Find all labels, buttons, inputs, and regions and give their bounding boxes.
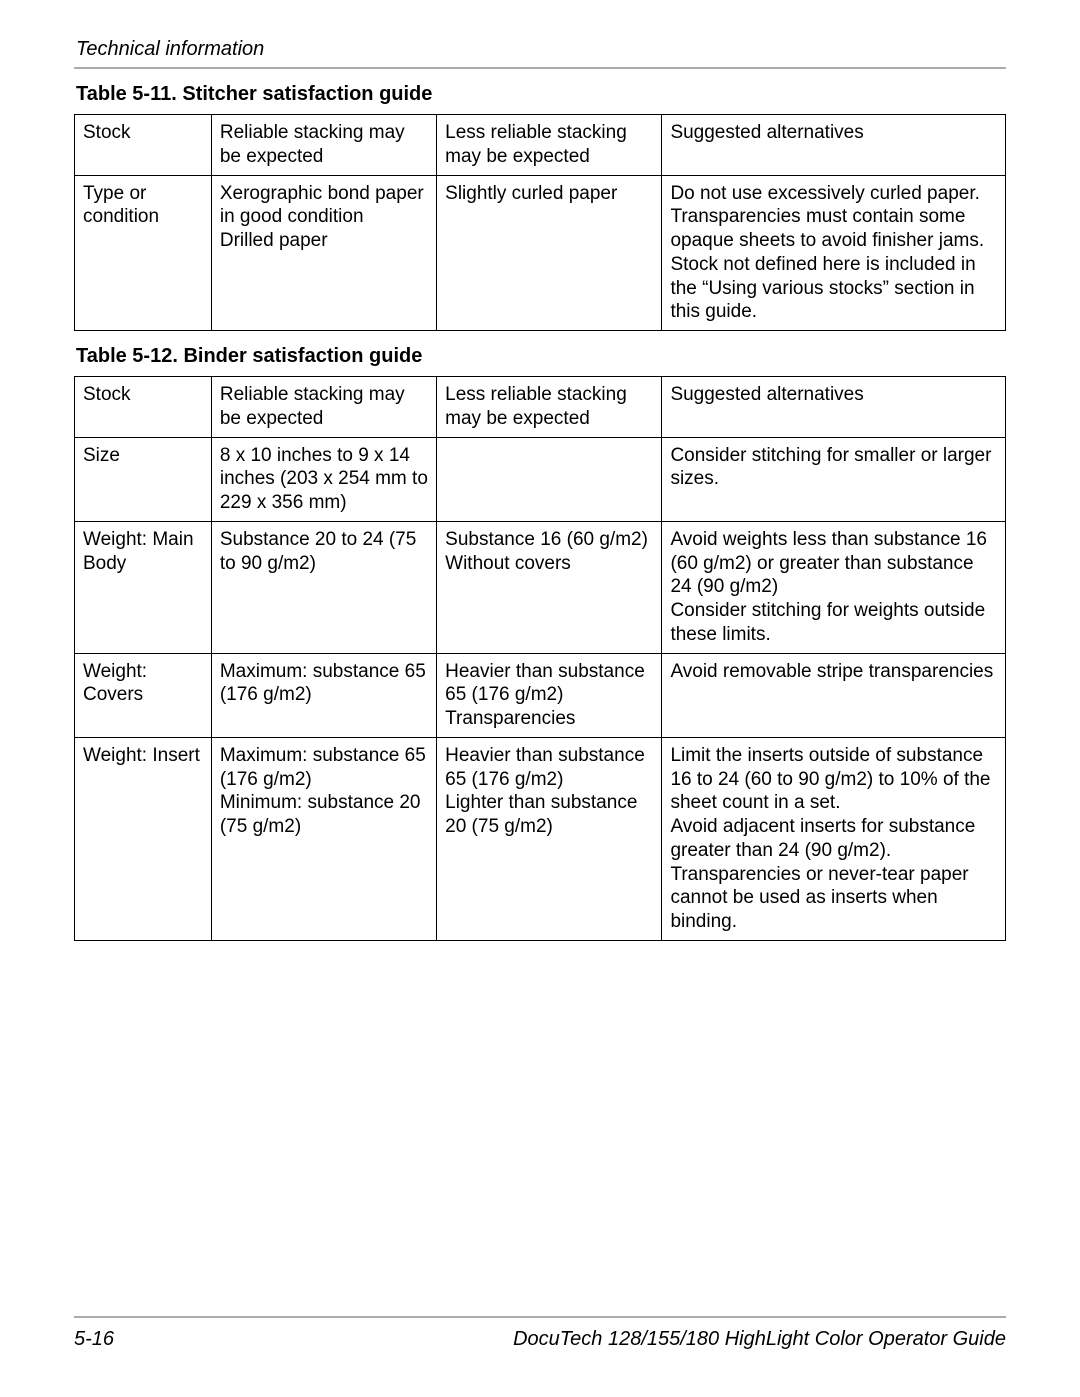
table-cell: 8 x 10 inches to 9 x 14 inches (203 x 25…: [211, 437, 436, 521]
table-cell: Heavier than substance 65 (176 g/m2)Tran…: [437, 653, 662, 737]
table-row: Size 8 x 10 inches to 9 x 14 inches (203…: [75, 437, 1006, 521]
table-cell: Weight: Insert: [75, 737, 212, 940]
table-2: Stock Reliable stacking may be expected …: [74, 376, 1006, 941]
table-cell: Maximum: substance 65 (176 g/m2): [211, 653, 436, 737]
table-header-cell: Less reliable stacking may be expected: [437, 377, 662, 438]
table-row: Type or condition Xerographic bond paper…: [75, 175, 1006, 331]
table-header-cell: Suggested alternatives: [662, 115, 1006, 176]
table-row: Stock Reliable stacking may be expected …: [75, 115, 1006, 176]
table-row: Weight: Covers Maximum: substance 65 (17…: [75, 653, 1006, 737]
table-cell: Do not use excessively curled paper.Tran…: [662, 175, 1006, 331]
table-1-title: Table 5-11. Stitcher satisfaction guide: [76, 83, 1006, 106]
section-title: Technical information: [76, 38, 1006, 61]
table-row: Stock Reliable stacking may be expected …: [75, 377, 1006, 438]
page-footer: 5-16 DocuTech 128/155/180 HighLight Colo…: [74, 1316, 1006, 1351]
table-header-cell: Reliable stacking may be expected: [211, 377, 436, 438]
page: Technical information Table 5-11. Stitch…: [0, 0, 1080, 1397]
header-divider: [74, 67, 1006, 69]
table-cell: Type or condition: [75, 175, 212, 331]
table-row: Weight: Insert Maximum: substance 65 (17…: [75, 737, 1006, 940]
table-1: Stock Reliable stacking may be expected …: [74, 114, 1006, 331]
table-cell: Heavier than substance 65 (176 g/m2)Ligh…: [437, 737, 662, 940]
table-cell: Substance 16 (60 g/m2)Without covers: [437, 521, 662, 653]
table-cell: Limit the inserts outside of substance 1…: [662, 737, 1006, 940]
footer-divider: [74, 1316, 1006, 1318]
table-cell: Weight: Main Body: [75, 521, 212, 653]
table-cell: Size: [75, 437, 212, 521]
table-cell: Consider stitching for smaller or larger…: [662, 437, 1006, 521]
table-cell: Avoid removable stripe transparencies: [662, 653, 1006, 737]
table-row: Weight: Main Body Substance 20 to 24 (75…: [75, 521, 1006, 653]
table-cell: Substance 20 to 24 (75 to 90 g/m2): [211, 521, 436, 653]
table-header-cell: Reliable stacking may be expected: [211, 115, 436, 176]
table-header-cell: Suggested alternatives: [662, 377, 1006, 438]
document-title: DocuTech 128/155/180 HighLight Color Ope…: [513, 1328, 1006, 1351]
table-cell: Slightly curled paper: [437, 175, 662, 331]
table-2-title: Table 5-12. Binder satisfaction guide: [76, 345, 1006, 368]
table-cell: Xerographic bond paper in good condition…: [211, 175, 436, 331]
table-header-cell: Less reliable stacking may be expected: [437, 115, 662, 176]
table-header-cell: Stock: [75, 115, 212, 176]
table-cell: Avoid weights less than substance 16 (60…: [662, 521, 1006, 653]
table-cell: [437, 437, 662, 521]
table-cell: Maximum: substance 65 (176 g/m2)Minimum:…: [211, 737, 436, 940]
table-header-cell: Stock: [75, 377, 212, 438]
table-cell: Weight: Covers: [75, 653, 212, 737]
page-number: 5-16: [74, 1328, 114, 1351]
